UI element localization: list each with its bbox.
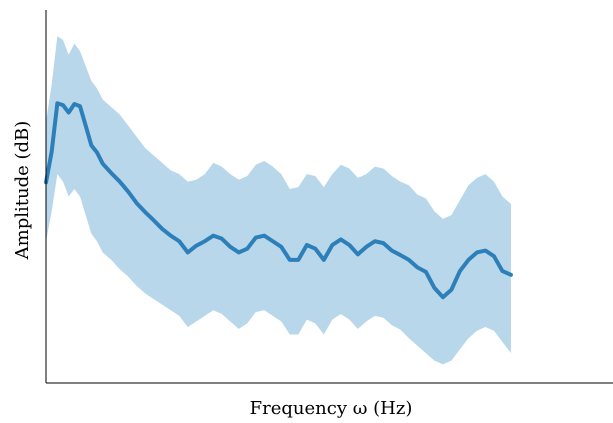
y-axis-label: Amplitude (dB)	[12, 121, 33, 261]
plot-area	[44, 36, 513, 365]
x-axis-label: Frequency ω (Hz)	[250, 398, 413, 419]
confidence-band	[46, 36, 511, 365]
mean-line	[44, 101, 513, 300]
